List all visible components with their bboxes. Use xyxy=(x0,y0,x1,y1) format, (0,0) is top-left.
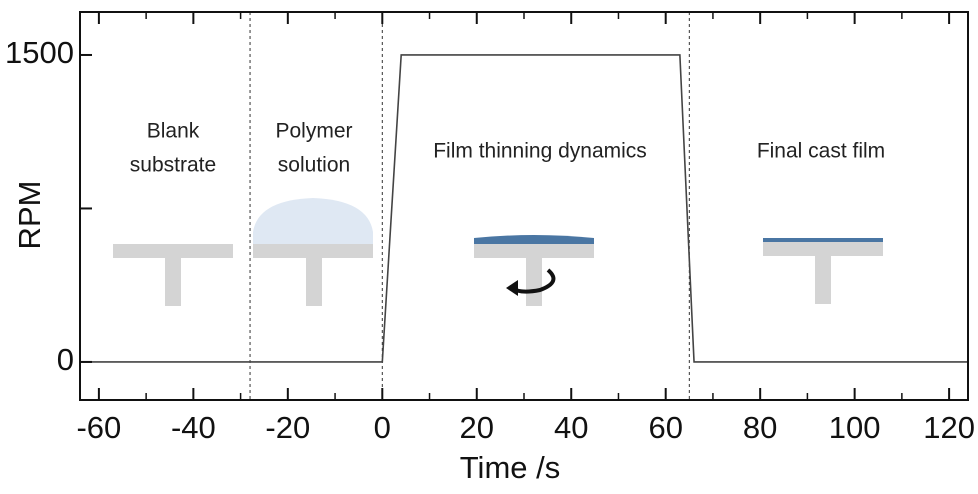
chuck xyxy=(165,258,181,306)
y-tick-label: 0 xyxy=(57,342,74,377)
substrate xyxy=(113,244,233,258)
stage-label: Film thinning dynamics xyxy=(433,140,647,163)
rotation-arrowhead xyxy=(506,280,518,296)
substrate xyxy=(474,244,594,258)
x-tick-label: -20 xyxy=(265,410,310,445)
stage-label: Final cast film xyxy=(757,140,885,163)
cast-film xyxy=(763,238,883,242)
x-tick-label: 80 xyxy=(743,410,777,445)
substrate xyxy=(253,244,373,258)
chuck xyxy=(815,256,831,304)
thin-film xyxy=(474,235,594,244)
x-tick-label: 40 xyxy=(554,410,588,445)
substrate xyxy=(763,242,883,256)
plot-frame xyxy=(79,11,969,401)
x-tick-label: 100 xyxy=(829,410,881,445)
stage-label: Polymer xyxy=(275,120,352,143)
illustrations xyxy=(113,198,883,306)
x-tick-label: 20 xyxy=(460,410,494,445)
x-tick-label: 60 xyxy=(648,410,682,445)
y-tick-label: 1500 xyxy=(5,35,74,70)
y-axis-label: RPM xyxy=(12,181,47,250)
x-tick-label: -40 xyxy=(171,410,216,445)
x-tick-label: 120 xyxy=(923,410,975,445)
rpm-line xyxy=(80,54,968,363)
chuck xyxy=(306,258,322,306)
stage-label: Blank xyxy=(147,120,200,143)
x-axis-label: Time /s xyxy=(460,450,560,485)
stage-label: substrate xyxy=(130,154,216,177)
chuck xyxy=(526,258,542,306)
stage-label: solution xyxy=(278,154,350,177)
x-tick-label: 0 xyxy=(374,410,391,445)
x-tick-label: -60 xyxy=(76,410,121,445)
solution-drop xyxy=(253,198,373,244)
